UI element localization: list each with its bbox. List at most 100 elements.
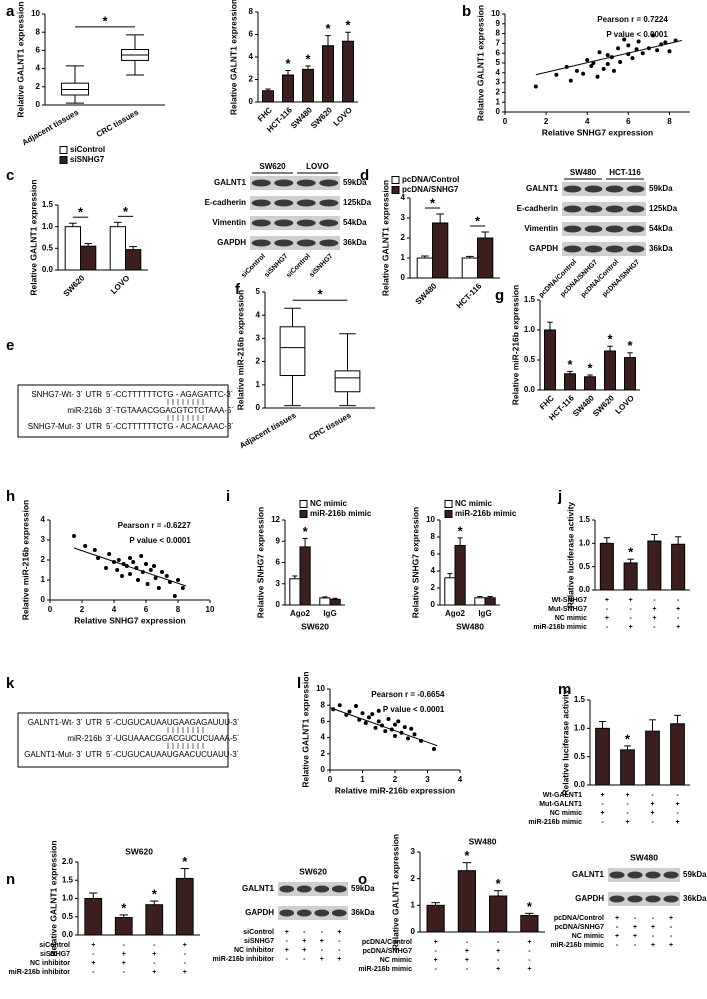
blot-header: SW480 xyxy=(570,168,597,177)
condition-mark: + xyxy=(625,819,629,826)
panel-label: a xyxy=(6,3,15,20)
y-tick-label: 2 xyxy=(321,749,326,758)
bar xyxy=(670,723,685,786)
point xyxy=(363,721,368,726)
condition-mark: - xyxy=(676,810,679,817)
blot-band xyxy=(626,225,645,233)
condition-mark: - xyxy=(626,801,629,808)
blot-band xyxy=(584,185,603,193)
point xyxy=(115,568,120,572)
condition-mark: - xyxy=(321,947,324,954)
blot-band xyxy=(563,245,582,253)
condition-mark: - xyxy=(497,939,500,946)
x-tick-label: LOVO xyxy=(332,106,354,128)
significance: * xyxy=(102,13,108,28)
condition-mark: + xyxy=(122,960,126,967)
y-tick-label: 1.0 xyxy=(62,894,74,903)
blot-strip xyxy=(562,222,646,236)
point xyxy=(92,548,97,552)
blot-size-label: 59kDa xyxy=(351,884,375,893)
panel-label: b xyxy=(462,3,471,20)
point xyxy=(412,732,417,737)
annotation: Pearson r = -0.6227 xyxy=(118,521,192,530)
blot-row-label: GALNT1 xyxy=(214,178,247,187)
condition-mark: + xyxy=(651,942,655,949)
y-tick-label: 0 xyxy=(401,273,406,282)
blot-lane-label: siControl xyxy=(240,253,267,280)
bar xyxy=(604,350,616,391)
y-axis-label: Relative GALNT1 expression xyxy=(28,179,38,295)
y-tick-label: 0 xyxy=(431,600,436,609)
y-tick-label: 0 xyxy=(411,927,416,936)
condition-mark: + xyxy=(676,606,680,613)
condition-mark: - xyxy=(286,938,289,945)
point xyxy=(383,729,388,734)
x-tick-label: 4 xyxy=(112,605,117,614)
bar xyxy=(64,226,81,271)
x-tick-label: LOVO xyxy=(109,274,131,296)
condition-label: siControl xyxy=(243,929,274,936)
blot-strip xyxy=(278,906,348,920)
y-tick-label: 7 xyxy=(496,39,501,48)
point xyxy=(402,725,407,730)
y-tick-label: 10 xyxy=(491,9,500,18)
condition-label: NC inhibitor xyxy=(30,960,70,967)
y-tick-label: 0.0 xyxy=(42,265,54,274)
blot-size-label: 54kDa xyxy=(343,218,367,227)
condition-mark: - xyxy=(616,942,619,949)
legend-label: siSNHG7 xyxy=(70,155,105,164)
condition-mark: + xyxy=(337,929,341,936)
point xyxy=(156,586,161,590)
panel-label: g xyxy=(495,287,504,304)
blot-band xyxy=(627,895,643,903)
y-tick-label: 8 xyxy=(321,700,326,709)
sequence-label: miR-216b xyxy=(67,406,102,415)
sequence: 5´-CUGUCAUAAUGAAGAGAUUU-3´ xyxy=(106,718,240,727)
legend-swatch xyxy=(299,510,308,518)
blot-band xyxy=(609,895,625,903)
condition-mark: + xyxy=(633,933,637,940)
bar xyxy=(474,597,486,606)
y-tick-label: 1 xyxy=(256,380,261,389)
blot-band xyxy=(314,909,330,917)
sequence-label: miR-216b xyxy=(67,734,102,743)
condition-mark: - xyxy=(338,947,341,954)
significance: * xyxy=(458,523,464,538)
blot-header: SW620 xyxy=(259,162,286,171)
bar xyxy=(564,373,576,391)
significance: * xyxy=(496,876,502,891)
point xyxy=(386,716,391,721)
bar xyxy=(444,577,456,606)
blot-band xyxy=(626,205,645,213)
y-tick-label: 1.0 xyxy=(524,325,536,334)
chart-title: SW480 xyxy=(469,836,497,846)
blot-size-label: 54kDa xyxy=(649,224,673,233)
significance: * xyxy=(567,357,573,372)
blot-band xyxy=(296,239,316,247)
fit-line xyxy=(329,707,438,747)
blot-row-label: Vimentin xyxy=(524,224,558,233)
x-tick-label: SW620 xyxy=(591,393,616,418)
point xyxy=(148,568,153,572)
legend-swatch xyxy=(444,510,453,518)
y-tick-label: 10 xyxy=(316,684,325,693)
panel-label: o xyxy=(358,871,367,888)
blot-size-label: 59kDa xyxy=(649,184,673,193)
blot-band xyxy=(274,179,294,187)
x-tick-label: 6 xyxy=(144,605,149,614)
condition-mark: - xyxy=(153,960,156,967)
point xyxy=(376,719,381,724)
y-axis-label: Relative GALNT1 expression xyxy=(390,834,400,950)
condition-mark: - xyxy=(184,951,187,958)
condition-mark: + xyxy=(302,947,306,954)
condition-mark: + xyxy=(527,939,531,946)
blot-band xyxy=(319,239,339,247)
blot-band xyxy=(314,885,330,893)
condition-mark: - xyxy=(634,942,637,949)
y-tick-label: 2 xyxy=(411,874,416,883)
sequence-box xyxy=(17,384,229,438)
condition-mark: - xyxy=(606,624,609,631)
blot-band xyxy=(563,225,582,233)
point xyxy=(128,556,132,560)
bar xyxy=(457,870,476,933)
